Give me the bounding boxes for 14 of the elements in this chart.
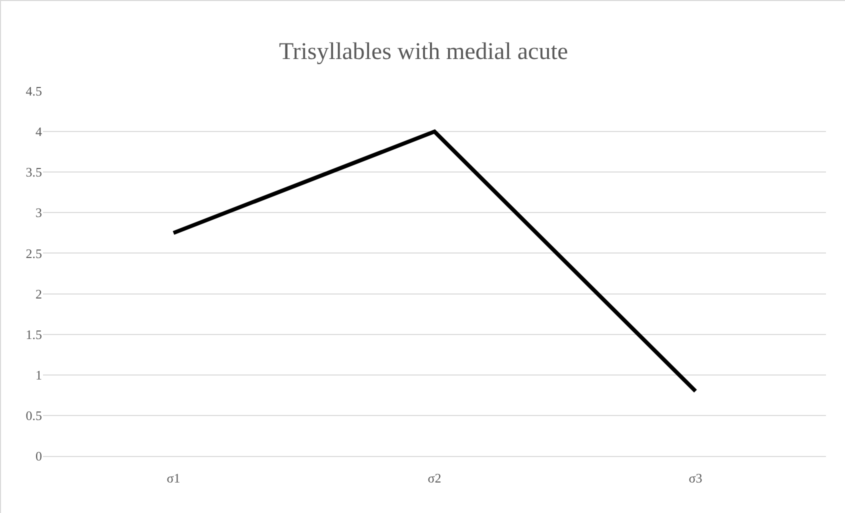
x-tick-label: σ3	[688, 470, 702, 486]
y-tick-label: 4.5	[26, 84, 42, 99]
y-tick-label: 1	[36, 367, 42, 382]
y-tick-label: 2.5	[26, 246, 42, 261]
chart-title: Trisyllables with medial acute	[278, 38, 568, 65]
y-tick-label: 3.5	[26, 164, 42, 180]
y-tick-label: 4	[36, 124, 42, 140]
y-tick-label: 3	[36, 205, 42, 220]
x-tick-label: σ2	[428, 470, 442, 486]
y-tick-label: 1.5	[26, 326, 42, 342]
y-tick-label: 2	[36, 286, 42, 302]
x-tick-label: σ1	[166, 470, 180, 486]
y-tick-label: 0.5	[26, 408, 42, 423]
y-tick-label: 0	[36, 448, 42, 464]
